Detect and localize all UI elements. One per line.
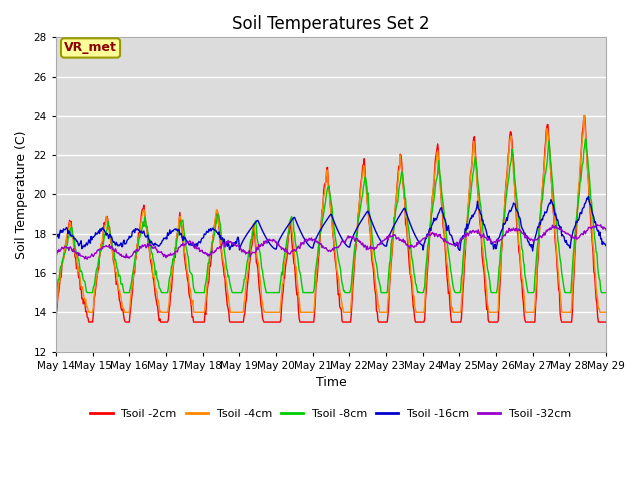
Tsoil -32cm	[593, 222, 601, 228]
Tsoil -2cm	[119, 309, 127, 315]
Tsoil -2cm	[52, 316, 60, 322]
Tsoil -32cm	[52, 253, 60, 259]
Tsoil -16cm	[414, 238, 422, 243]
Title: Soil Temperatures Set 2: Soil Temperatures Set 2	[232, 15, 430, 33]
Legend: Tsoil -2cm, Tsoil -4cm, Tsoil -8cm, Tsoil -16cm, Tsoil -32cm: Tsoil -2cm, Tsoil -4cm, Tsoil -8cm, Tsoi…	[86, 404, 576, 423]
Tsoil -4cm	[118, 303, 126, 309]
Tsoil -4cm	[398, 166, 406, 172]
Tsoil -2cm	[415, 319, 422, 325]
Tsoil -4cm	[175, 226, 182, 232]
Tsoil -8cm	[118, 281, 126, 287]
Tsoil -8cm	[52, 290, 60, 296]
Tsoil -8cm	[175, 231, 182, 237]
Tsoil -32cm	[175, 244, 183, 250]
Line: Tsoil -16cm: Tsoil -16cm	[56, 196, 606, 251]
Tsoil -8cm	[582, 136, 589, 142]
Tsoil -32cm	[119, 253, 127, 259]
Tsoil -16cm	[62, 226, 70, 231]
Tsoil -8cm	[62, 247, 70, 253]
Text: VR_met: VR_met	[64, 41, 117, 54]
Tsoil -8cm	[414, 290, 422, 296]
Tsoil -4cm	[52, 310, 60, 315]
Tsoil -4cm	[602, 310, 610, 315]
Tsoil -16cm	[398, 209, 406, 215]
Tsoil -4cm	[62, 242, 70, 248]
Tsoil -2cm	[62, 241, 70, 247]
Tsoil -32cm	[62, 244, 70, 250]
Tsoil -2cm	[399, 173, 406, 179]
Tsoil -4cm	[580, 112, 588, 118]
Tsoil -16cm	[118, 244, 126, 250]
Line: Tsoil -2cm: Tsoil -2cm	[56, 116, 606, 322]
Tsoil -2cm	[204, 281, 212, 287]
Tsoil -2cm	[580, 113, 588, 119]
Tsoil -16cm	[204, 229, 211, 235]
Tsoil -2cm	[602, 319, 610, 325]
Tsoil -8cm	[602, 290, 610, 296]
Line: Tsoil -4cm: Tsoil -4cm	[56, 115, 606, 312]
Tsoil -4cm	[414, 310, 422, 315]
Tsoil -16cm	[602, 243, 610, 249]
Tsoil -32cm	[415, 240, 422, 245]
Tsoil -16cm	[529, 248, 536, 254]
Tsoil -32cm	[602, 227, 610, 233]
Tsoil -16cm	[584, 193, 592, 199]
Tsoil -2cm	[175, 219, 183, 225]
X-axis label: Time: Time	[316, 376, 346, 389]
Tsoil -8cm	[204, 268, 211, 274]
Tsoil -2cm	[85, 319, 93, 325]
Tsoil -32cm	[83, 256, 91, 262]
Line: Tsoil -8cm: Tsoil -8cm	[56, 139, 606, 293]
Tsoil -8cm	[398, 169, 406, 175]
Tsoil -16cm	[52, 231, 60, 237]
Tsoil -32cm	[204, 253, 212, 259]
Y-axis label: Soil Temperature (C): Soil Temperature (C)	[15, 130, 28, 259]
Tsoil -32cm	[399, 239, 406, 244]
Line: Tsoil -32cm: Tsoil -32cm	[56, 225, 606, 259]
Tsoil -16cm	[175, 227, 182, 233]
Tsoil -4cm	[204, 279, 211, 285]
